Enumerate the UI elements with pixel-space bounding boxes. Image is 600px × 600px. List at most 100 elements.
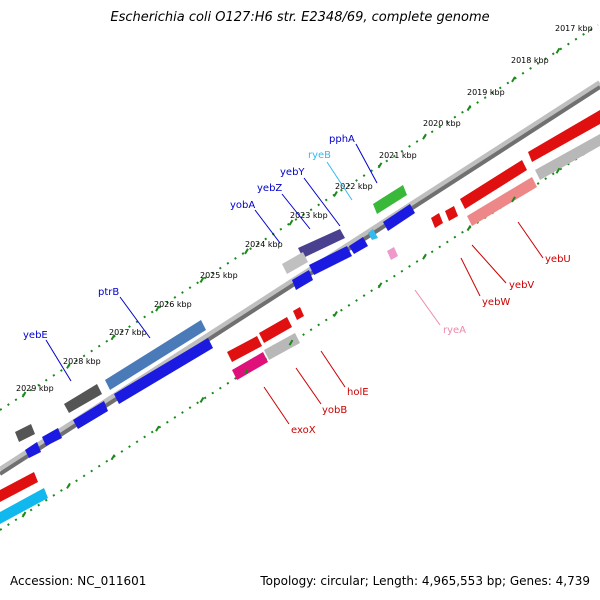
gene-label[interactable]: yobB (322, 405, 347, 416)
gene-feature[interactable] (282, 252, 308, 274)
scale-tick (511, 196, 516, 203)
scale-tick (110, 334, 116, 341)
gene-label[interactable]: yebW (482, 297, 510, 308)
gene-feature[interactable] (373, 185, 407, 214)
tick-label: 2019 kbp (467, 88, 505, 97)
tick-label: 2020 kbp (423, 119, 461, 128)
tick-label: 2024 kbp (245, 240, 283, 249)
gene-label[interactable]: holE (347, 387, 369, 398)
gene-leader-line (254, 209, 281, 244)
gene-feature[interactable] (460, 160, 527, 209)
tick-label: 2023 kbp (290, 211, 328, 220)
gene-feature[interactable] (349, 237, 368, 254)
scale-tick (555, 167, 561, 174)
gene-feature[interactable] (25, 442, 41, 458)
outer-guide-line (0, 24, 599, 411)
gene-feature[interactable] (73, 401, 108, 429)
gene-leader-line (281, 193, 311, 230)
gene-leader-line (320, 350, 346, 388)
gene-label[interactable]: yobA (230, 200, 255, 211)
gene-label[interactable]: yebU (545, 254, 571, 265)
gene-feature[interactable] (105, 320, 206, 390)
gene-feature[interactable] (15, 424, 35, 442)
gene-label[interactable]: ryeA (443, 325, 466, 336)
gene-leader-line (119, 296, 151, 339)
gene-feature[interactable] (0, 488, 48, 524)
gene-feature[interactable] (309, 246, 352, 275)
gene-label[interactable]: ptrB (98, 287, 119, 298)
scale-tick (110, 454, 116, 461)
tick-label: 2018 kbp (511, 56, 549, 65)
gene-leader-line (517, 221, 544, 259)
gene-label[interactable]: yebV (509, 280, 534, 291)
tick-label: 2025 kbp (200, 271, 238, 280)
gene-leader-line (303, 177, 341, 227)
gene-label[interactable]: yebE (23, 330, 48, 341)
gene-leader-line (471, 244, 507, 284)
forward-gene-labels: pphA ryeB yebY yebZ yobA ptrB yebE (23, 134, 378, 382)
scale-tick (66, 482, 71, 489)
gene-feature[interactable] (0, 472, 38, 502)
gene-feature[interactable] (259, 317, 292, 343)
tick-label: 2022 kbp (335, 182, 373, 191)
tick-label: 2028 kbp (63, 357, 101, 366)
scale-tick (244, 248, 249, 255)
scale-tick (511, 76, 516, 83)
scale-tick (333, 310, 338, 318)
tick-label: 2027 kbp (109, 328, 147, 337)
tick-label: 2029 kbp (16, 384, 54, 393)
scale-tick (377, 162, 383, 169)
genome-summary: Topology: circular; Length: 4,965,553 bp… (260, 574, 590, 588)
gene-feature[interactable] (528, 110, 600, 162)
gene-feature[interactable] (64, 384, 102, 413)
gene-feature[interactable] (293, 307, 304, 320)
gene-feature[interactable] (383, 204, 415, 231)
tick-label: 2026 kbp (154, 300, 192, 309)
scale-tick (555, 47, 561, 54)
gene-feature[interactable] (292, 270, 313, 290)
gene-label[interactable]: yebZ (257, 183, 282, 194)
gene-leader-line (326, 161, 353, 201)
tick-labels: 2017 kbp 2018 kbp 2019 kbp 2020 kbp 2021… (16, 24, 593, 393)
gene-feature[interactable] (467, 177, 537, 226)
gene-feature[interactable] (227, 336, 262, 362)
gene-feature[interactable] (264, 333, 300, 360)
scale-tick (377, 282, 383, 289)
gene-feature[interactable] (232, 352, 268, 380)
scale-tick (466, 225, 472, 232)
gene-feature[interactable] (42, 428, 62, 446)
scale-tick (288, 339, 294, 346)
scale-tick (21, 511, 27, 518)
scale-tick (21, 391, 27, 398)
gene-leader-line (45, 339, 72, 382)
gene-feature[interactable] (535, 134, 600, 180)
inner-guide-line (0, 144, 599, 531)
scale-tick (244, 368, 249, 375)
tick-marks (21, 47, 561, 518)
gene-feature[interactable] (298, 229, 345, 258)
scale-tick (422, 133, 427, 140)
gene-label[interactable]: yebY (280, 167, 305, 178)
gene-leader-line (263, 386, 290, 425)
reverse-strand-genes (0, 110, 600, 524)
gene-label[interactable]: pphA (329, 134, 355, 145)
scale-tick (155, 305, 160, 312)
gene-label[interactable]: exoX (291, 425, 316, 436)
gene-label[interactable]: ryeB (308, 150, 331, 161)
accession-label: Accession: NC_011601 (10, 574, 147, 588)
gene-feature[interactable] (387, 247, 398, 260)
scale-tick (155, 425, 160, 432)
forward-strand-genes (15, 185, 415, 458)
gene-leader-line (414, 289, 441, 326)
gene-feature[interactable] (445, 206, 458, 221)
scale-tick (288, 219, 294, 226)
gene-feature[interactable] (114, 338, 213, 404)
scale-tick (199, 396, 205, 403)
gene-leader-line (355, 143, 378, 184)
gene-feature[interactable] (368, 229, 378, 240)
gene-feature[interactable] (431, 213, 443, 228)
scale-tick (333, 190, 338, 198)
scale-tick (66, 362, 71, 369)
